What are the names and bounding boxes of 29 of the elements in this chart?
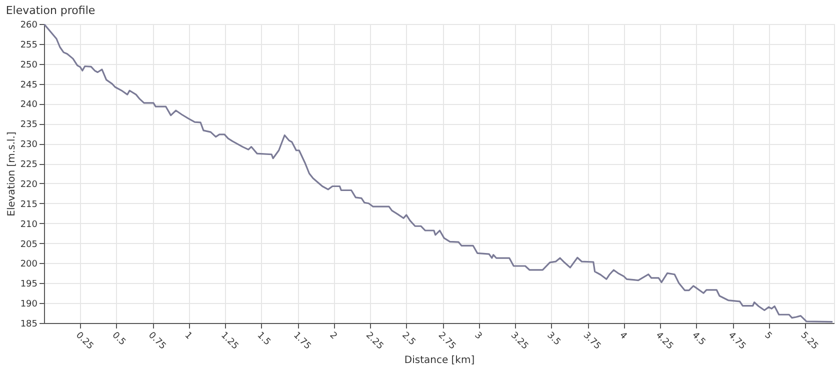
- x-tick-label: 5: [762, 330, 774, 342]
- x-tick-label: 0.5: [110, 330, 128, 348]
- y-tick-label: 190: [20, 300, 38, 310]
- y-tick-label: 200: [20, 260, 38, 270]
- y-tick-label: 225: [20, 160, 38, 170]
- y-tick-label: 215: [20, 200, 38, 210]
- y-tick-label: 195: [20, 280, 38, 290]
- chart-title: Elevation profile: [6, 4, 96, 17]
- x-tick-label: 3.5: [544, 330, 562, 348]
- y-tick-label: 245: [20, 80, 38, 90]
- y-tick-label: 220: [20, 180, 38, 190]
- x-tick-label: 2.5: [400, 330, 418, 348]
- x-axis-title: Distance [km]: [404, 355, 475, 366]
- y-tick-label: 235: [20, 120, 38, 130]
- y-tick-label: 210: [20, 220, 38, 230]
- y-tick-label: 250: [20, 60, 38, 70]
- x-tick-label: 1: [182, 330, 194, 342]
- y-tick-label: 255: [20, 40, 38, 50]
- y-tick-label: 185: [20, 320, 38, 330]
- y-tick-label: 205: [20, 240, 38, 250]
- y-tick-label: 230: [20, 140, 38, 150]
- x-tick-label: 2: [327, 330, 338, 342]
- y-tick-label: 240: [20, 100, 38, 110]
- x-tick-label: 4: [617, 330, 629, 342]
- y-tick-label: 260: [20, 20, 38, 30]
- x-tick-label: 1.5: [254, 330, 272, 348]
- x-tick-label: 3: [472, 330, 484, 342]
- y-axis-title: Elevation [m.s.l.]: [6, 132, 18, 216]
- x-tick-label: 4.5: [690, 330, 707, 348]
